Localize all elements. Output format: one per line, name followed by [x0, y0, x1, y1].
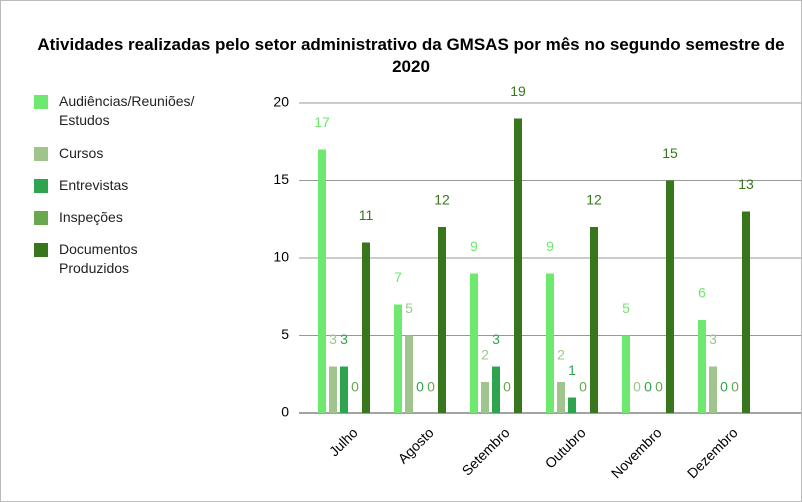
- value-label: 0: [427, 379, 435, 395]
- legend-swatch: [34, 211, 48, 225]
- legend-label: Entrevistas: [59, 177, 128, 193]
- legend-label: Cursos: [59, 145, 103, 161]
- value-label: 11: [359, 207, 374, 223]
- value-label: 0: [579, 379, 587, 395]
- bar: [568, 397, 576, 413]
- x-tick-label: Setembro: [459, 424, 513, 478]
- y-tick-label: 20: [273, 94, 289, 110]
- value-label: 0: [503, 379, 511, 395]
- value-label: 0: [720, 379, 728, 395]
- value-label: 12: [434, 192, 450, 208]
- value-label: 5: [405, 300, 413, 316]
- legend-swatch: [34, 243, 48, 257]
- value-label: 0: [655, 379, 663, 395]
- y-tick-label: 5: [281, 326, 289, 342]
- legend-label: Documentos Produzidos: [59, 241, 141, 276]
- value-label: 17: [314, 114, 330, 130]
- x-tick-label: Outubro: [542, 424, 589, 471]
- bar: [470, 273, 478, 413]
- value-label: 2: [481, 347, 489, 363]
- value-label: 0: [351, 379, 359, 395]
- legend-swatch: [34, 147, 48, 161]
- value-label: 12: [586, 192, 602, 208]
- chart-title: Atividades realizadas pelo setor adminis…: [37, 35, 785, 76]
- x-tick-label: Agosto: [395, 424, 437, 466]
- value-label: 7: [394, 269, 402, 285]
- value-label: 3: [492, 331, 500, 347]
- value-label: 9: [546, 238, 554, 254]
- bar: [590, 227, 598, 413]
- y-tick-label: 10: [273, 249, 289, 265]
- bar: [329, 366, 337, 413]
- legend-label: Audiências/Reuniões/Estudos: [59, 93, 195, 128]
- bar: [546, 273, 554, 413]
- bar: [514, 118, 522, 413]
- value-label: 3: [329, 331, 337, 347]
- value-label: 2: [557, 347, 565, 363]
- legend-label: Inspeções: [59, 209, 123, 225]
- x-tick-label: Dezembro: [684, 424, 741, 481]
- bar: [362, 242, 370, 413]
- value-label: 9: [470, 238, 478, 254]
- value-label: 0: [644, 379, 652, 395]
- value-label: 5: [622, 300, 630, 316]
- value-label: 19: [510, 83, 526, 99]
- bar: [492, 366, 500, 413]
- bar: [481, 382, 489, 413]
- value-label: 15: [662, 145, 678, 161]
- value-label: 3: [709, 331, 717, 347]
- value-label: 0: [416, 379, 424, 395]
- value-label: 0: [731, 379, 739, 395]
- value-label: 1: [568, 362, 576, 378]
- bar: [318, 149, 326, 413]
- bar: [340, 366, 348, 413]
- x-tick-label: Julho: [326, 424, 361, 459]
- value-label: 13: [738, 176, 754, 192]
- legend-swatch: [34, 179, 48, 193]
- bar: [709, 366, 717, 413]
- bar: [557, 382, 565, 413]
- bar: [622, 335, 630, 413]
- y-tick-label: 0: [281, 404, 289, 420]
- bar: [666, 180, 674, 413]
- value-label: 6: [698, 285, 706, 301]
- bar: [698, 320, 706, 413]
- bar: [438, 227, 446, 413]
- x-tick-label: Novembro: [608, 424, 665, 481]
- value-label: 3: [340, 331, 348, 347]
- bar: [394, 304, 402, 413]
- legend-swatch: [34, 95, 48, 109]
- value-label: 0: [633, 379, 641, 395]
- bar: [405, 335, 413, 413]
- y-tick-label: 15: [273, 171, 289, 187]
- bar: [742, 211, 750, 413]
